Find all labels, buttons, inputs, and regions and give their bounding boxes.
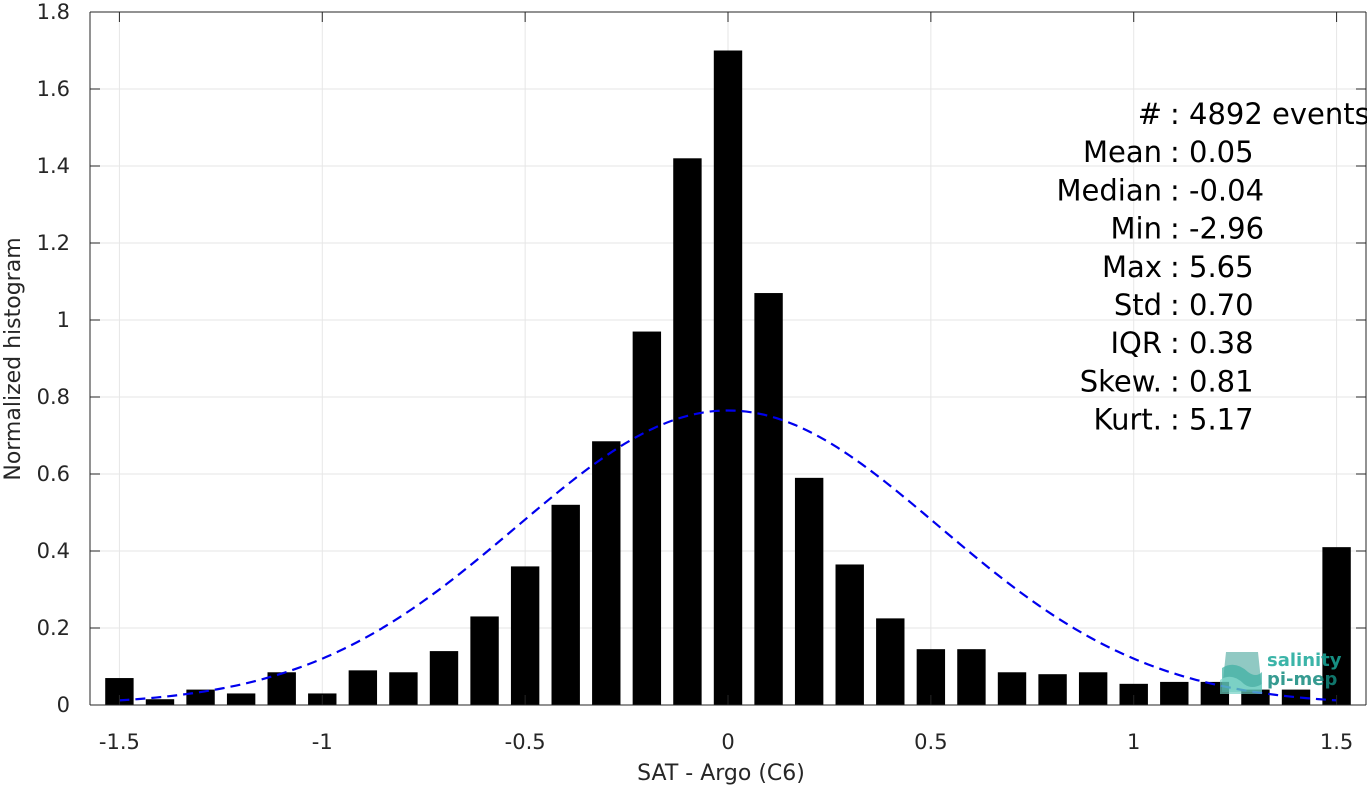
stat-label: Kurt. — [1094, 403, 1162, 437]
histogram-bar — [510, 566, 540, 705]
histogram-bar — [1281, 689, 1311, 705]
x-tick-label: 0 — [721, 730, 734, 754]
x-tick-label: -1 — [312, 730, 333, 754]
histogram-bar — [186, 689, 215, 705]
histogram-bar — [1038, 674, 1067, 705]
y-tick-label: 0 — [57, 693, 70, 717]
x-tick-label: -0.5 — [505, 730, 546, 754]
histogram-bar — [632, 331, 662, 705]
x-axis-label: SAT - Argo (C6) — [637, 761, 805, 786]
y-axis-ticks: 0 0.2 0.4 0.6 0.8 1 1.2 1.4 1.6 1.8 — [37, 0, 1366, 717]
y-tick-label: 0.6 — [37, 462, 70, 486]
stat-value: : 5.17 — [1170, 403, 1254, 437]
histogram-bar — [835, 564, 864, 705]
x-tick-label: 0.5 — [914, 730, 947, 754]
histogram-bar — [754, 293, 783, 705]
histogram-bar — [1322, 547, 1351, 705]
stat-label: Mean — [1083, 135, 1162, 169]
stat-value: : 4892 events — [1170, 97, 1367, 131]
y-axis-label: Normalized histogram — [1, 237, 26, 480]
y-tick-label: 1 — [57, 308, 70, 332]
stat-label: Min — [1111, 212, 1162, 246]
histogram-bar — [389, 672, 418, 705]
stat-value: : -2.96 — [1170, 212, 1264, 246]
stat-label: Max — [1102, 250, 1162, 284]
histogram-bar — [1119, 683, 1148, 705]
histogram-bar — [145, 699, 175, 705]
histogram-bar — [794, 477, 824, 705]
histogram-bar — [1160, 681, 1189, 705]
salinity-pimep-watermark: salinity pi-mep — [1220, 650, 1342, 694]
histogram-bar — [429, 651, 459, 705]
histogram-bar — [713, 50, 743, 705]
stat-value: : 0.81 — [1170, 364, 1254, 398]
stat-value: : 5.65 — [1170, 250, 1254, 284]
stat-label: IQR — [1110, 326, 1162, 360]
stat-label: Median — [1057, 173, 1162, 207]
x-axis-ticks: -1.5 -1 -0.5 0 0.5 1 1.5 — [99, 12, 1353, 754]
histogram-bar — [997, 672, 1027, 705]
stat-value: : 0.38 — [1170, 326, 1254, 360]
watermark-line2: pi-mep — [1267, 669, 1337, 690]
histogram-bar — [673, 158, 702, 706]
x-tick-label: -1.5 — [99, 730, 140, 754]
histogram-bar — [348, 670, 378, 705]
histogram-bar — [267, 672, 296, 705]
y-tick-label: 1.8 — [37, 0, 70, 24]
histogram-bar — [551, 504, 580, 705]
histogram-bar — [592, 441, 621, 705]
gaussian-fit-curve — [119, 409, 1337, 702]
histogram-bar — [470, 616, 499, 705]
stat-value: : -0.04 — [1170, 173, 1264, 207]
y-tick-label: 1.6 — [37, 77, 70, 101]
histogram-bar — [876, 618, 905, 705]
histogram-bar — [1078, 672, 1108, 705]
y-tick-label: 0.8 — [37, 385, 70, 409]
stat-label: # — [1138, 97, 1162, 131]
watermark-line1: salinity — [1267, 650, 1342, 671]
waves-logo-icon — [1220, 652, 1262, 694]
stat-value: : 0.05 — [1170, 135, 1254, 169]
stat-label: Skew. — [1080, 364, 1162, 398]
x-tick-label: 1.5 — [1320, 730, 1353, 754]
stat-value: : 0.70 — [1170, 288, 1254, 322]
y-tick-label: 0.4 — [37, 539, 70, 563]
stat-label: Std — [1114, 288, 1162, 322]
y-tick-label: 1.2 — [37, 231, 70, 255]
y-tick-label: 0.2 — [37, 616, 70, 640]
x-tick-label: 1 — [1127, 730, 1140, 754]
histogram-bar — [226, 693, 256, 705]
y-tick-label: 1.4 — [37, 154, 70, 178]
histogram-bar — [957, 649, 986, 705]
